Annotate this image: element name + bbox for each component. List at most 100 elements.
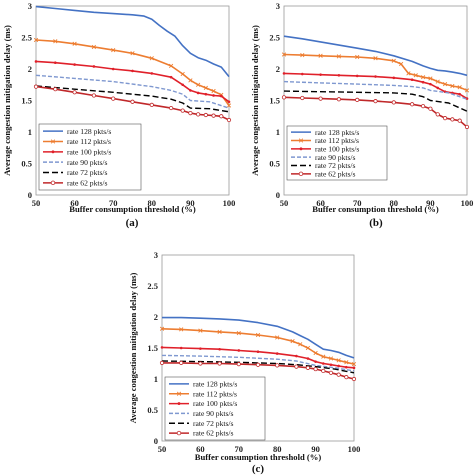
data-point [189, 89, 192, 92]
data-point [111, 96, 116, 101]
legend-label: rate 100 pkts/s [193, 399, 237, 408]
data-point [355, 74, 359, 78]
data-point [236, 331, 241, 336]
x-tick-label: 70 [235, 444, 244, 454]
data-point [255, 362, 261, 367]
panel-label: (c) [252, 463, 265, 475]
data-point [428, 76, 433, 81]
y-tick-label: 1.5 [147, 343, 158, 353]
series-line [35, 85, 230, 113]
data-point [159, 360, 165, 365]
data-point [179, 346, 183, 350]
series-rate62 [281, 95, 470, 130]
legend-marker [177, 402, 181, 405]
data-point [211, 88, 216, 94]
data-point [336, 97, 341, 102]
data-point [237, 349, 241, 352]
legend-label: rate 128 pkts/s [315, 128, 359, 137]
panel-label: (b) [369, 217, 383, 229]
panel-b: 0 0.5 1 1.5 2 2.5 3 50 60 70 80 90 100 Average conges… [250, 1, 473, 229]
x-tick-label: 60 [70, 198, 79, 208]
data-point [352, 366, 356, 370]
data-point [321, 368, 326, 374]
data-point [328, 370, 334, 375]
data-point [255, 332, 261, 338]
legend-label: rate 72 pkts/s [67, 168, 108, 177]
data-point [282, 72, 286, 75]
legend-label: rate 62 pkts/s [67, 178, 108, 187]
series-rate62 [33, 84, 232, 123]
data-point [406, 71, 411, 76]
legend-label: rate 100 pkts/s [315, 144, 359, 153]
data-point [344, 360, 349, 365]
data-point [73, 63, 76, 66]
data-point [130, 51, 135, 56]
data-point [149, 102, 154, 108]
series-rate90 [35, 74, 230, 109]
data-point [203, 112, 208, 118]
x-tick-label: 80 [390, 198, 399, 208]
data-point [336, 358, 341, 363]
legend-label: rate 112 pkts/s [193, 389, 237, 398]
data-point [336, 372, 341, 377]
data-point [436, 86, 440, 90]
legend-label: rate 128 pkts/s [67, 127, 111, 136]
data-point [450, 83, 455, 89]
x-tick-label: 60 [316, 198, 325, 208]
data-point [33, 84, 39, 89]
legend-marker [298, 138, 304, 143]
panel-c: 0 0.5 1 1.5 2 2.5 3 50 60 70 80 90 100 Average conges… [128, 250, 360, 475]
data-point [53, 39, 58, 44]
data-point [373, 99, 378, 104]
data-point [458, 92, 461, 96]
data-point [464, 88, 470, 93]
data-point [442, 116, 448, 121]
data-point [199, 347, 202, 350]
data-point [188, 78, 193, 83]
data-point [301, 72, 304, 76]
data-point [180, 71, 185, 77]
data-point [226, 103, 232, 108]
data-point [219, 94, 223, 98]
data-point [181, 83, 184, 87]
data-point [217, 329, 222, 334]
y-axis-label: Average congestion mitigation delay (ms) [250, 25, 260, 176]
data-point [413, 73, 418, 78]
x-axis-label: Buffer consumption threshold (%) [69, 204, 196, 214]
y-tick-label: 2 [276, 64, 280, 74]
data-point [34, 60, 38, 63]
data-point [373, 56, 378, 61]
series-line [283, 35, 468, 77]
data-point [318, 96, 323, 101]
data-point [318, 53, 323, 58]
legend-marker [176, 430, 182, 436]
data-point [329, 363, 333, 367]
x-tick-label: 80 [148, 198, 157, 208]
legend-marker [298, 171, 304, 177]
data-point [345, 365, 348, 369]
data-point [305, 365, 311, 370]
series-line [283, 90, 468, 112]
legend-label: rate 90 pkts/s [315, 153, 356, 162]
data-point [409, 102, 415, 107]
data-point [198, 361, 203, 366]
data-point [168, 63, 174, 68]
legend-label: rate 90 pkts/s [193, 409, 234, 418]
data-point [344, 375, 349, 380]
y-tick-label: 2.5 [269, 33, 280, 43]
series-rate128 [162, 316, 355, 359]
data-point [92, 65, 96, 68]
data-point [337, 364, 340, 368]
data-point [442, 82, 448, 87]
data-point [217, 361, 222, 366]
series-rate128 [35, 5, 230, 78]
series-rate62 [159, 360, 357, 382]
data-point [33, 37, 39, 43]
panel-a: 0 0.5 1 1.5 2 2.5 3 50 60 70 80 90 100 Average conges… [2, 1, 235, 229]
data-point [150, 72, 154, 75]
data-point [196, 91, 200, 95]
data-point [321, 362, 325, 365]
data-point [429, 82, 432, 86]
legend-marker [299, 147, 303, 151]
data-point [169, 105, 174, 111]
